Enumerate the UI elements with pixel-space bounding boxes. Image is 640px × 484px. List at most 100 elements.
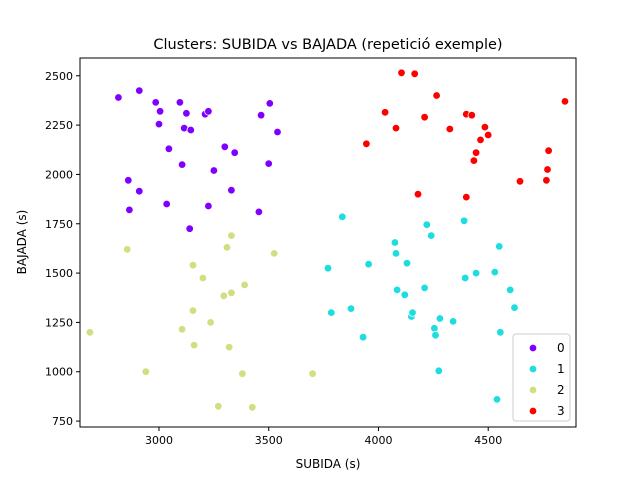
scatter-point-cluster-1 xyxy=(510,303,519,312)
legend-label-0: 0 xyxy=(557,341,565,355)
legend-frame xyxy=(512,333,571,422)
scatter-point-cluster-2 xyxy=(227,231,236,240)
scatter-point-cluster-2 xyxy=(141,367,150,376)
chart-title: Clusters: SUBIDA vs BAJADA (repetició ex… xyxy=(153,37,502,53)
x-tick-label: 4500 xyxy=(474,434,502,447)
scatter-point-cluster-0 xyxy=(182,109,191,118)
scatter-point-cluster-3 xyxy=(476,135,485,145)
scatter-point-cluster-1 xyxy=(390,238,400,247)
legend-label-1: 1 xyxy=(557,362,565,376)
scatter-point-cluster-1 xyxy=(420,283,429,293)
scatter-point-cluster-1 xyxy=(430,324,439,333)
scatter-point-cluster-3 xyxy=(420,112,429,122)
legend-label-3: 3 xyxy=(557,404,565,418)
scatter-point-cluster-1 xyxy=(431,331,440,340)
y-tick-label: 2000 xyxy=(45,168,73,181)
scatter-point-cluster-3 xyxy=(543,165,552,174)
scatter-point-cluster-2 xyxy=(308,369,317,378)
y-tick-label: 2500 xyxy=(45,70,73,83)
scatter-point-cluster-2 xyxy=(85,328,95,337)
y-tick-label: 750 xyxy=(52,415,73,428)
scatter-point-cluster-3 xyxy=(397,68,406,77)
scatter-point-cluster-0 xyxy=(135,86,144,95)
scatter-point-cluster-1 xyxy=(364,260,373,269)
scatter-point-cluster-3 xyxy=(467,110,476,120)
scatter-point-cluster-0 xyxy=(256,110,266,120)
scatter-point-cluster-3 xyxy=(445,124,454,134)
scatter-point-cluster-1 xyxy=(391,249,401,258)
scatter-point-cluster-1 xyxy=(346,304,356,313)
scatter-point-cluster-1 xyxy=(461,273,470,283)
legend-marker-0 xyxy=(528,343,538,353)
y-tick-label: 1750 xyxy=(45,218,73,231)
scatter-point-cluster-0 xyxy=(114,93,123,102)
legend-marker-3 xyxy=(528,406,538,416)
plot-area-frame xyxy=(79,57,577,428)
y-tick-label: 1500 xyxy=(45,267,73,280)
scatter-point-cluster-1 xyxy=(506,285,515,295)
scatter-point-cluster-0 xyxy=(175,98,185,107)
scatter-point-cluster-0 xyxy=(254,207,264,217)
scatter-point-cluster-3 xyxy=(380,108,390,117)
x-tick-label: 3500 xyxy=(255,434,283,447)
legend: 0 1 2 3 xyxy=(512,333,571,422)
scatter-point-cluster-3 xyxy=(515,177,525,186)
scatter-point-cluster-2 xyxy=(224,342,234,352)
scatter-point-cluster-2 xyxy=(222,243,232,252)
legend-marker-1 xyxy=(528,364,538,374)
scatter-point-cluster-0 xyxy=(124,176,133,185)
scatter-point-cluster-0 xyxy=(230,148,239,157)
scatter-point-cluster-1 xyxy=(471,268,481,278)
scatter-point-cluster-2 xyxy=(177,325,187,334)
scatter-point-cluster-2 xyxy=(206,318,215,327)
x-axis-label: SUBIDA (s) xyxy=(296,457,361,471)
scatter-point-cluster-0 xyxy=(265,99,274,108)
scatter-point-cluster-2 xyxy=(238,369,247,378)
scatter-point-cluster-0 xyxy=(204,107,213,116)
scatter-point-cluster-3 xyxy=(432,91,441,100)
scatter-point-cluster-1 xyxy=(448,317,458,326)
scatter-point-cluster-2 xyxy=(219,291,228,300)
scatter-point-cluster-3 xyxy=(542,176,551,185)
scatter-point-cluster-0 xyxy=(155,107,165,116)
legend-marker-2 xyxy=(528,385,538,395)
x-tick-label: 4000 xyxy=(364,434,392,447)
scatter-point-cluster-2 xyxy=(198,273,208,283)
y-tick-label: 2250 xyxy=(45,119,73,132)
scatter-point-cluster-0 xyxy=(154,119,164,129)
scatter-point-cluster-2 xyxy=(122,245,132,254)
scatter-point-cluster-1 xyxy=(323,264,333,273)
scatter-point-cluster-0 xyxy=(204,201,213,211)
scatter-point-cluster-3 xyxy=(484,130,493,140)
x-tick-label: 3000 xyxy=(145,434,173,447)
scatter-point-cluster-1 xyxy=(496,328,505,337)
scatter-point-cluster-2 xyxy=(214,402,223,411)
scatter-point-cluster-1 xyxy=(422,220,431,229)
scatter-point-cluster-1 xyxy=(338,212,347,221)
scatter-point-cluster-3 xyxy=(462,192,471,202)
scatter-point-cluster-3 xyxy=(471,148,481,157)
scatter-point-cluster-3 xyxy=(413,189,423,199)
scatter-point-cluster-1 xyxy=(400,290,409,299)
scatter-point-cluster-0 xyxy=(227,185,236,195)
y-axis-label: BAJADA (s) xyxy=(15,210,29,275)
scatter-point-cluster-1 xyxy=(408,308,417,317)
scatter-point-cluster-2 xyxy=(189,340,199,350)
scatter-point-cluster-1 xyxy=(427,231,436,240)
scatter-point-cluster-1 xyxy=(392,285,402,295)
scatter-point-cluster-1 xyxy=(490,267,499,277)
scatter-point-cluster-2 xyxy=(270,249,279,258)
scatter-point-cluster-2 xyxy=(227,288,236,297)
scatter-point-cluster-0 xyxy=(135,186,144,196)
data-points xyxy=(85,68,570,412)
scatter-point-cluster-0 xyxy=(162,199,171,209)
scatter-point-cluster-0 xyxy=(177,160,187,169)
scatter-point-cluster-0 xyxy=(185,224,194,233)
scatter-point-cluster-1 xyxy=(327,308,336,317)
scatter-point-cluster-3 xyxy=(544,146,553,155)
scatter-point-cluster-2 xyxy=(240,280,249,290)
scatter-point-cluster-3 xyxy=(391,123,401,133)
scatter-point-cluster-1 xyxy=(402,259,412,268)
scatter-point-cluster-0 xyxy=(164,144,174,153)
